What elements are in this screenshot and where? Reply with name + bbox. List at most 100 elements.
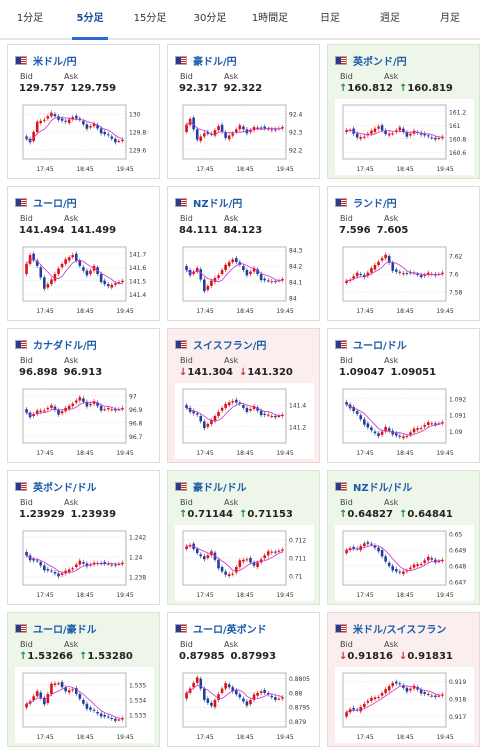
mini-candlestick-chart[interactable]: 7.62 7.6 7.58 17:45 18:45 19:45	[335, 241, 474, 317]
currency-flag-icon	[15, 56, 27, 65]
rate-card[interactable]: ランド/円 Bid Ask 7.596 7.605 7.62 7.6 7.58 17:45 18:…	[327, 186, 480, 321]
mini-candlestick-chart[interactable]: 1.535 1.534 1.533 17:45 18:45 19:45	[15, 667, 154, 743]
moving-average-line	[186, 403, 283, 422]
candle-body	[224, 571, 227, 575]
x-tick-label: 18:45	[76, 734, 93, 741]
y-tick-label: 141.2	[289, 424, 306, 431]
rate-card[interactable]: カナダドル/円 Bid Ask 96.898 96.913 97 96.9 96.8 96.7 1…	[7, 328, 160, 463]
currency-pair-name[interactable]: 英ポンド/円	[353, 57, 407, 68]
candle-body	[185, 405, 188, 408]
rate-card[interactable]: NZドル/ドル Bid Ask ↑0.64827 ↑0.64841 0.65 0.649 0.…	[327, 470, 480, 605]
rate-card[interactable]: ユーロ/英ポンド Bid Ask 0.87985 0.87993 0.8805 0.88 0.…	[167, 612, 320, 747]
rate-card[interactable]: NZドル/円 Bid Ask 84.111 84.123 84.3 84.2 84.1 84 17…	[167, 186, 320, 321]
x-tick-label: 17:45	[356, 450, 373, 457]
candle-body	[32, 132, 35, 141]
currency-pair-name[interactable]: NZドル/円	[193, 199, 243, 210]
mini-candlestick-chart[interactable]: 1.092 1.091 1.09 17:45 18:45 19:45	[335, 383, 474, 459]
mini-candlestick-chart[interactable]: 141.4 141.2 17:45 18:45 19:45	[175, 383, 314, 459]
ask-value: 0.87993	[230, 651, 277, 662]
rate-card[interactable]: 豪ドル/ドル Bid Ask ↑0.71144 ↑0.71153 0.712 0.711 0.…	[167, 470, 320, 605]
currency-pair-name[interactable]: 豪ドル/円	[193, 57, 237, 68]
bid-price: ↓141.304	[179, 367, 233, 378]
candle-body	[256, 692, 259, 696]
tab-5[interactable]: 日足	[320, 13, 340, 24]
bid-price: 92.317	[179, 83, 218, 94]
tab-7[interactable]: 月足	[440, 13, 460, 24]
tab-2[interactable]: 15分足	[133, 13, 167, 24]
bid-price: 1.23929	[19, 509, 65, 520]
candle-body	[103, 132, 106, 135]
arrow-up-icon: ↑	[78, 651, 88, 662]
tab-6[interactable]: 週足	[380, 13, 400, 24]
mini-candlestick-chart[interactable]: 92.4 92.3 92.2 17:45 18:45 19:45	[175, 99, 314, 175]
rate-card[interactable]: ユーロ/豪ドル Bid Ask ↑1.53266 ↑1.53280 1.535 1.534 1…	[7, 612, 160, 747]
candle-body	[39, 267, 43, 278]
bid-ask-labels: Bid Ask	[180, 356, 268, 365]
rate-card[interactable]: 米ドル/スイスフラン Bid Ask ↓0.91816 ↓0.91831 0.919 0.9…	[327, 612, 480, 747]
chart-frame	[342, 672, 447, 728]
mini-candlestick-chart[interactable]: 0.919 0.918 0.917 17:45 18:45 19:45	[335, 667, 474, 743]
mini-candlestick-chart[interactable]: 0.712 0.711 0.71 17:45 18:45 19:45	[175, 525, 314, 601]
candle-body	[25, 263, 28, 274]
mini-candlestick-chart[interactable]: 1.242 1.24 1.238 17:45 18:45 19:45	[15, 525, 154, 601]
candle-body	[373, 431, 377, 434]
currency-pair-name[interactable]: カナダドル/円	[33, 341, 97, 352]
ask-value: 160.819	[407, 83, 453, 94]
candle-body	[203, 279, 206, 292]
rate-card[interactable]: スイスフラン/円 Bid Ask ↓141.304 ↓141.320 141.4 141.2…	[167, 328, 320, 463]
candle-body	[46, 569, 50, 571]
currency-pair-name[interactable]: 英ポンド/ドル	[33, 483, 97, 494]
tab-3[interactable]: 30分足	[193, 13, 227, 24]
mini-candlestick-chart[interactable]: 97 96.9 96.8 96.7 17:45 18:45 19:45	[15, 383, 154, 459]
bid-label: Bid	[20, 498, 33, 507]
candle-body	[270, 129, 274, 131]
mini-candlestick-chart[interactable]: 161.2 161 160.8 160.6 17:45 18:45 19:45	[335, 99, 474, 175]
candle-body	[35, 121, 39, 132]
candle-body	[249, 130, 252, 132]
candle-body	[434, 423, 437, 425]
candle-body	[252, 267, 256, 272]
tab-1[interactable]: 5分足	[60, 0, 120, 40]
currency-pair-name[interactable]: ユーロ/円	[33, 199, 77, 210]
rate-card[interactable]: ユーロ/円 Bid Ask 141.494 141.499 141.7 141.6 141.5…	[7, 186, 160, 321]
candle-body	[245, 559, 249, 561]
ask-price: ↓141.320	[239, 367, 293, 378]
rate-card[interactable]: 米ドル/円 Bid Ask 129.757 129.759 130 129.8 129.6 17…	[7, 44, 160, 179]
mini-candlestick-chart[interactable]: 141.7 141.6 141.5 141.4 17:45 18:45 19:45	[15, 241, 154, 317]
mini-candlestick-chart[interactable]: 84.3 84.2 84.1 84 17:45 18:45 19:45	[175, 241, 314, 317]
candle-body	[67, 405, 71, 410]
currency-pair-name[interactable]: ユーロ/英ポンド	[193, 625, 267, 636]
mini-candlestick-chart[interactable]: 130 129.8 129.6 17:45 18:45 19:45	[15, 99, 154, 175]
candle-body	[363, 419, 366, 425]
tab-4[interactable]: 1時間足	[251, 13, 289, 24]
bid-label: Bid	[180, 640, 193, 649]
currency-pair-name[interactable]: 豪ドル/ドル	[193, 483, 247, 494]
candle-body	[43, 565, 46, 571]
currency-pair-name[interactable]: 米ドル/円	[33, 57, 77, 68]
currency-pair-name[interactable]: スイスフラン/円	[193, 341, 267, 352]
mini-candlestick-chart[interactable]: 0.8805 0.88 0.8795 0.879 17:45 18:45 19:45	[175, 667, 314, 743]
y-tick-label: 0.712	[289, 538, 306, 545]
candle-body	[71, 403, 75, 406]
rate-card[interactable]: 豪ドル/円 Bid Ask 92.317 92.322 92.4 92.3 92.2 17:45…	[167, 44, 320, 179]
currency-pair-name[interactable]: NZドル/ドル	[353, 483, 413, 494]
currency-pair-name[interactable]: ユーロ/豪ドル	[33, 625, 97, 636]
rate-card[interactable]: 英ポンド/円 Bid Ask ↑160.812 ↑160.819 161.2 161 160.…	[327, 44, 480, 179]
candle-body	[206, 285, 210, 290]
candle-body	[50, 570, 53, 572]
currency-flag-icon	[15, 482, 27, 491]
currency-pair-name[interactable]: 米ドル/スイスフラン	[353, 625, 447, 636]
mini-candlestick-chart[interactable]: 0.65 0.649 0.648 0.647 17:45 18:45 19:45	[335, 525, 474, 601]
rate-card[interactable]: 英ポンド/ドル Bid Ask 1.23929 1.23939 1.242 1.24 1.23…	[7, 470, 160, 605]
currency-pair-name[interactable]: ユーロ/ドル	[353, 341, 407, 352]
candle-body	[32, 559, 35, 561]
candle-body	[89, 270, 92, 274]
tab-0[interactable]: 1分足	[16, 13, 44, 24]
rate-card[interactable]: ユーロ/ドル Bid Ask 1.09047 1.09051 1.092 1.091 1.09…	[327, 328, 480, 463]
ask-price: 96.913	[64, 367, 103, 378]
ask-value: 84.123	[223, 225, 263, 236]
candle-body	[423, 425, 426, 427]
ask-label: Ask	[224, 640, 239, 649]
currency-pair-name[interactable]: ランド/円	[353, 199, 397, 210]
candle-body	[82, 562, 85, 564]
